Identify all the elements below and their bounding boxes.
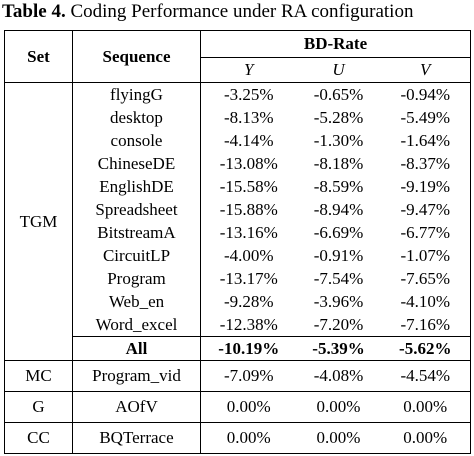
sequence-cell: desktop — [72, 106, 201, 129]
value-cell: -8.13% — [223, 107, 274, 127]
value-cell: -4.54% — [380, 360, 471, 392]
set-cell: TGM — [4, 82, 73, 361]
value-cell: -4.10% — [380, 290, 471, 313]
value-cell: -7.16% — [380, 313, 471, 337]
table-row: CC BQTerrace 0.00% 0.00% 0.00% — [4, 422, 471, 454]
value-cell: -7.54% — [313, 268, 364, 288]
value-cell: -8.18% — [313, 153, 364, 173]
value-cell: -12.38% — [219, 314, 278, 334]
sequence-cell: Spreadsheet — [72, 198, 201, 221]
header-component: Y — [244, 60, 254, 79]
value-cell: -7.20% — [313, 314, 364, 334]
sequence-cell: EnglishDE — [72, 175, 201, 198]
table-row: Program -13.17% -7.54% -7.65% — [5, 267, 471, 290]
sequence-cell: flyingG — [72, 82, 201, 106]
header-row: Y U V — [5, 57, 471, 83]
table-body: TGM flyingG -3.25% -0.65% -0.94% desktop -8.13… — [4, 82, 471, 454]
value-cell: 0.00% — [200, 422, 297, 454]
value-cell: -9.28% — [223, 291, 274, 311]
header-component: U — [332, 60, 345, 79]
table-row: All -10.19% -5.39% -5.62% — [5, 336, 471, 361]
value-cell: -8.94% — [313, 199, 364, 219]
table-row: console -4.14% -1.30% -1.64% — [5, 129, 471, 152]
sequence-cell: BitstreamA — [72, 221, 201, 244]
value-cell: -13.16% — [219, 222, 278, 242]
sequence-cell: Program — [72, 267, 201, 290]
table-row: MC Program_vid -7.09% -4.08% -4.54% — [4, 360, 471, 392]
value-cell: -5.62% — [380, 336, 471, 361]
set-cell: G — [4, 391, 73, 423]
header-row: Set Sequence BD-Rate — [4, 30, 471, 83]
header-sequence: Sequence — [72, 30, 201, 83]
value-cell: -1.30% — [313, 130, 364, 150]
value-cell: -5.28% — [313, 107, 364, 127]
value-cell: -5.49% — [380, 106, 471, 129]
table-row: G AOfV 0.00% 0.00% 0.00% — [4, 391, 471, 423]
header-group: BD-Rate — [200, 30, 471, 58]
value-cell: -0.94% — [380, 82, 471, 106]
table-row: Word_excel -12.38% -7.20% -7.16% — [5, 313, 471, 337]
value-cell: -1.07% — [380, 244, 471, 267]
value-cell: 0.00% — [380, 422, 471, 454]
set-cell: MC — [4, 360, 73, 392]
table-row: CircuitLP -4.00% -0.91% -1.07% — [5, 244, 471, 267]
value-cell: -0.65% — [296, 82, 381, 106]
value-cell: -10.19% — [200, 336, 297, 361]
sequence-cell: Word_excel — [72, 313, 201, 337]
table-row: ChineseDE -13.08% -8.18% -8.37% — [5, 152, 471, 175]
value-cell: -7.65% — [380, 267, 471, 290]
sequence-cell: console — [72, 129, 201, 152]
value-cell: -6.69% — [313, 222, 364, 242]
value-cell: -6.77% — [380, 221, 471, 244]
value-cell: -9.19% — [380, 175, 471, 198]
caption: Table 4. Coding Performance under RA con… — [2, 0, 474, 24]
sequence-cell: AOfV — [72, 391, 201, 423]
sequence-cell: Program_vid — [72, 360, 201, 392]
value-cell: -15.58% — [219, 176, 278, 196]
value-cell: -1.64% — [380, 129, 471, 152]
caption-label: Table 4. — [2, 1, 66, 22]
value-cell: 0.00% — [296, 391, 381, 423]
sequence-cell: ChineseDE — [72, 152, 201, 175]
value-cell: -8.59% — [313, 176, 364, 196]
value-cell: -7.09% — [200, 360, 297, 392]
value-cell: -8.37% — [380, 152, 471, 175]
value-cell: -15.88% — [219, 199, 278, 219]
sequence-cell: All — [72, 336, 201, 361]
sequence-cell: CircuitLP — [72, 244, 201, 267]
header-set: Set — [4, 30, 73, 83]
header-component: V — [380, 57, 471, 83]
table-row: EnglishDE -15.58% -8.59% -9.19% — [5, 175, 471, 198]
table-row: Spreadsheet -15.88% -8.94% -9.47% — [5, 198, 471, 221]
value-cell: 0.00% — [380, 391, 471, 423]
table-row: TGM flyingG -3.25% -0.65% -0.94% — [4, 82, 471, 361]
value-cell: 0.00% — [200, 391, 297, 423]
set-cell: CC — [4, 422, 73, 454]
value-cell: -0.91% — [313, 245, 364, 265]
table-row: BitstreamA -13.16% -6.69% -6.77% — [5, 221, 471, 244]
value-cell: -13.17% — [219, 268, 278, 288]
value-cell: -5.39% — [296, 336, 381, 361]
value-cell: -3.25% — [200, 82, 297, 106]
results-table: Set Sequence BD-Rate Y U V TGM flyingG -3.… — [4, 30, 471, 454]
sequence-cell: Web_en — [72, 290, 201, 313]
value-cell: -4.14% — [223, 130, 274, 150]
value-cell: -13.08% — [219, 153, 278, 173]
table-row: desktop -8.13% -5.28% -5.49% — [5, 106, 471, 129]
value-cell: -4.00% — [223, 245, 274, 265]
table-row: Web_en -9.28% -3.96% -4.10% — [5, 290, 471, 313]
value-cell: -4.08% — [296, 360, 381, 392]
value-cell: -9.47% — [380, 198, 471, 221]
value-cell: 0.00% — [296, 422, 381, 454]
caption-text: Coding Performance under RA configuratio… — [70, 1, 414, 22]
value-cell: -3.96% — [313, 291, 364, 311]
sequence-cell: BQTerrace — [72, 422, 201, 454]
